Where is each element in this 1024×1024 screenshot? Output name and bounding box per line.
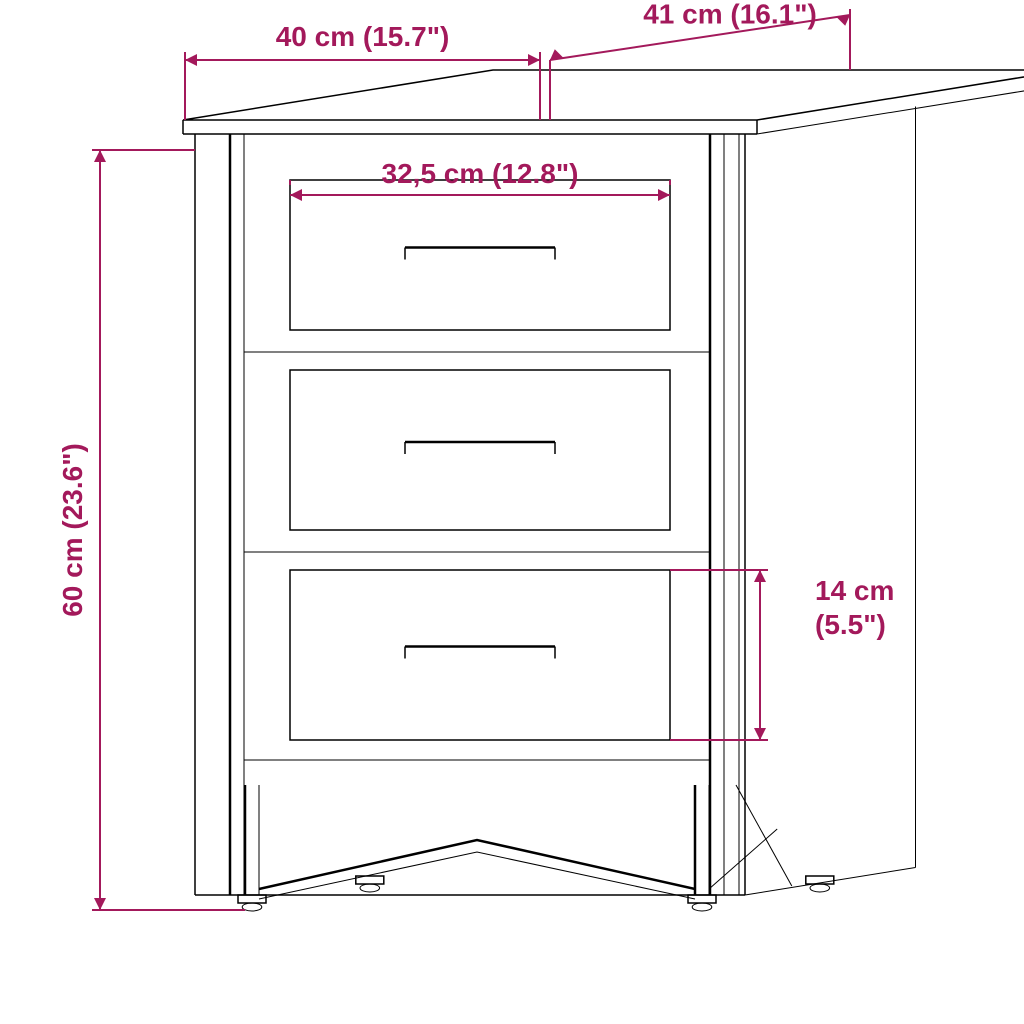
svg-text:32,5 cm (12.8"): 32,5 cm (12.8") bbox=[382, 158, 579, 189]
svg-text:40 cm (15.7"): 40 cm (15.7") bbox=[276, 21, 450, 52]
svg-text:(5.5"): (5.5") bbox=[815, 609, 886, 640]
svg-text:60 cm (23.6"): 60 cm (23.6") bbox=[57, 443, 88, 617]
svg-text:41 cm (16.1"): 41 cm (16.1") bbox=[643, 0, 817, 30]
svg-text:14 cm: 14 cm bbox=[815, 575, 894, 606]
